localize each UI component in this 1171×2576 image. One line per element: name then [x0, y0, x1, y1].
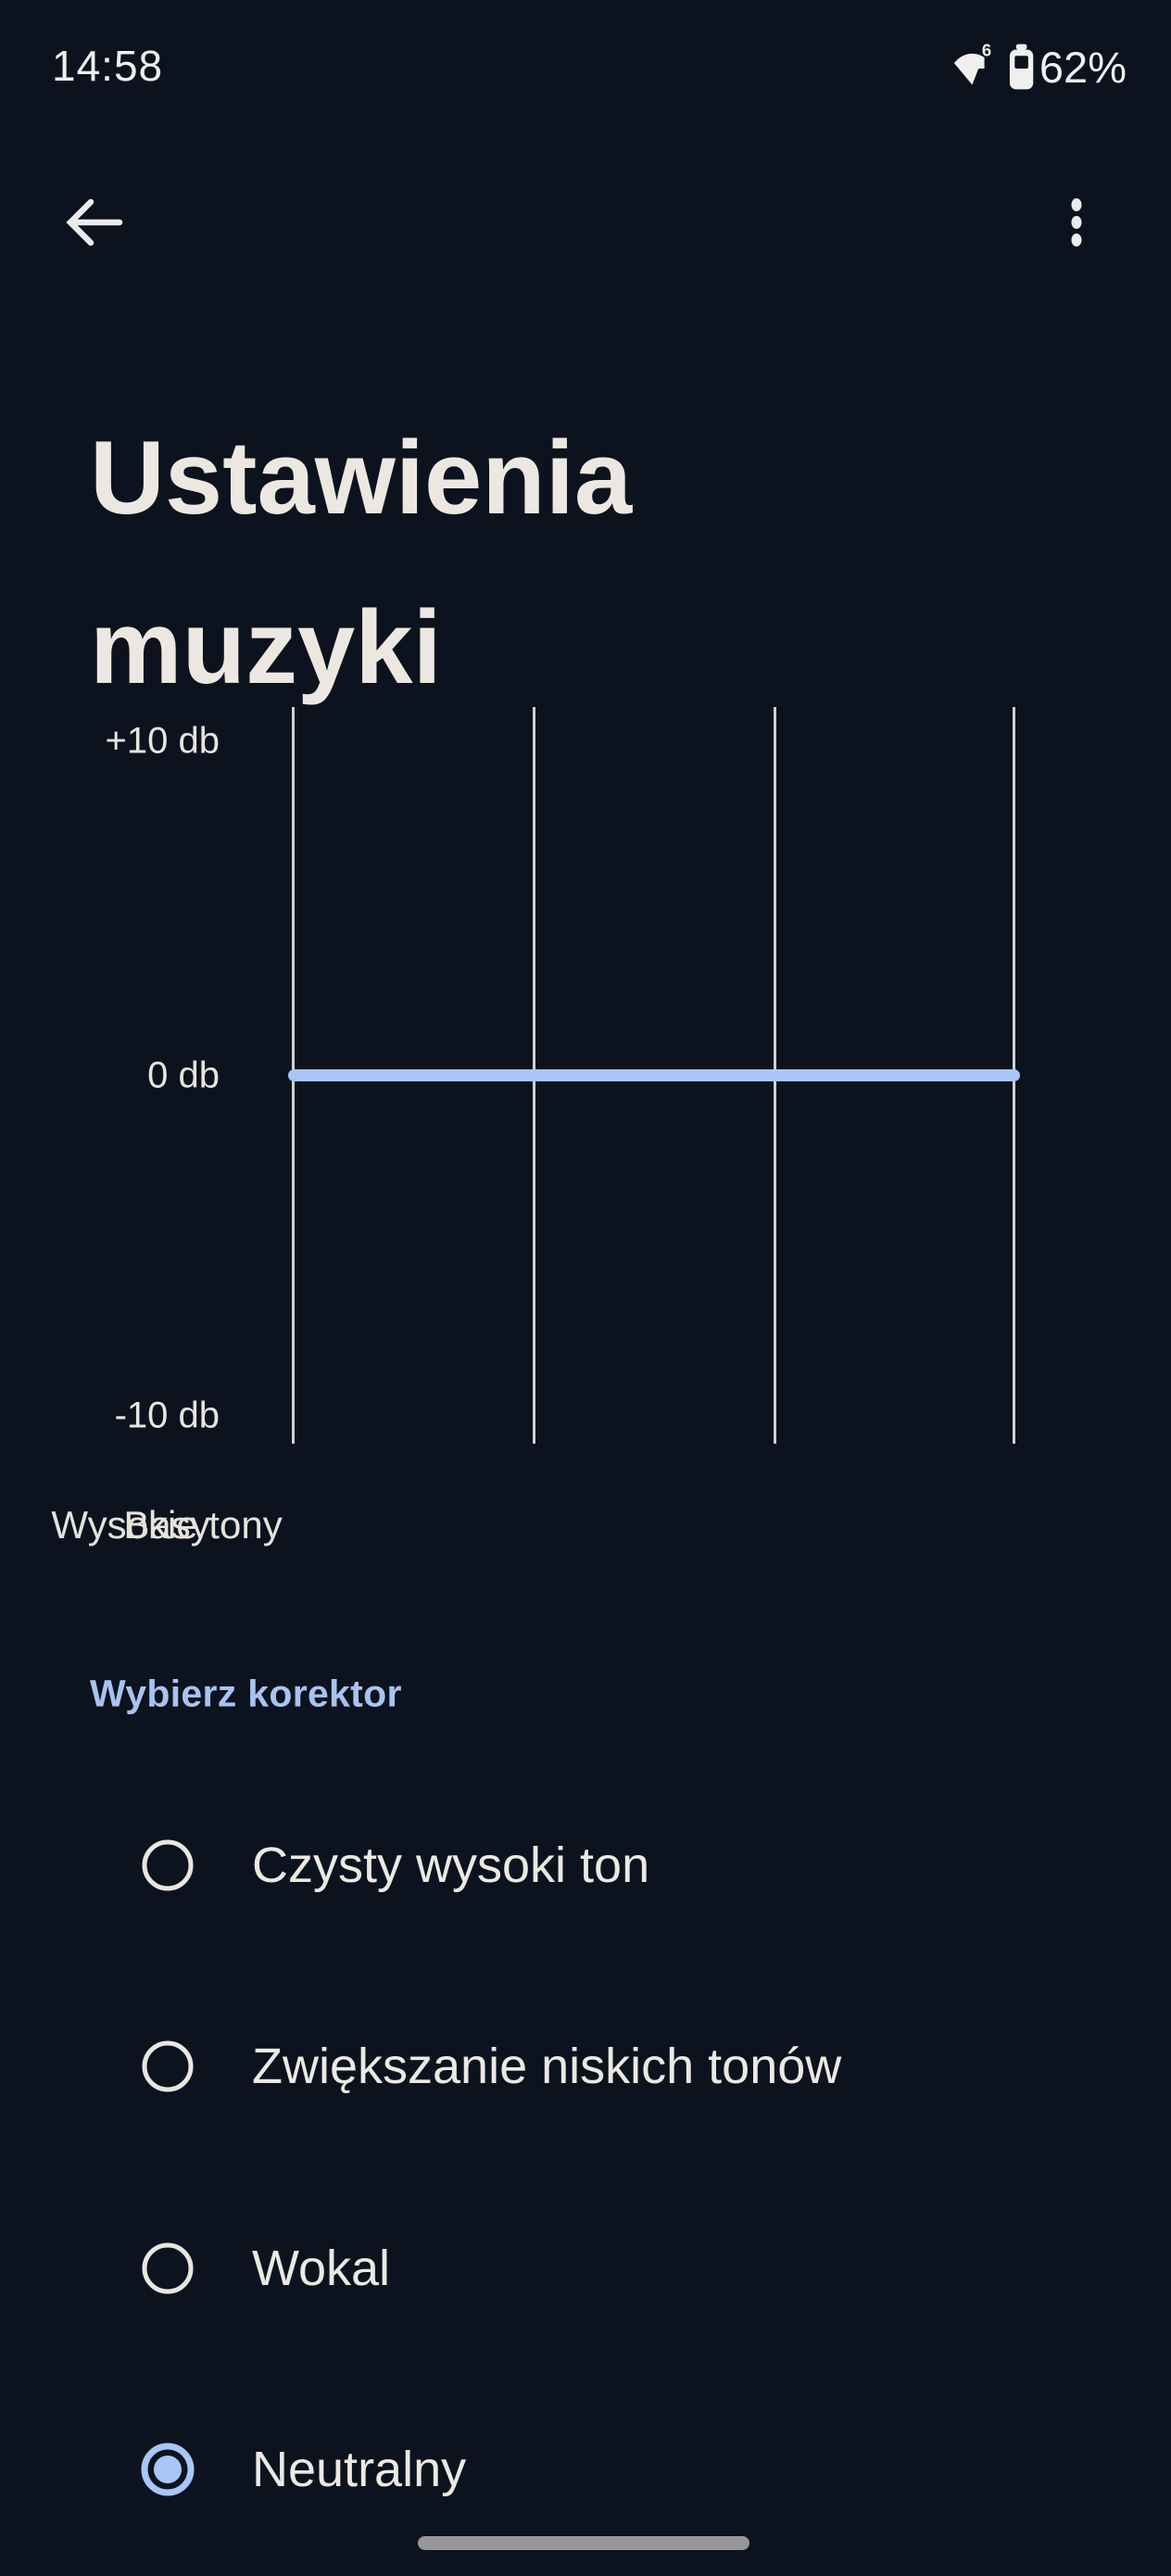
preset-option-label: Wokal — [252, 2241, 391, 2296]
preset-option-3[interactable]: Wokal — [0, 2215, 1171, 2322]
preset-option-label: Czysty wysoki ton — [252, 1837, 650, 1893]
eq-xlabel-treble: Wysokie tony — [51, 1503, 283, 1547]
more-options-button[interactable] — [1049, 183, 1104, 261]
page-title: Ustawienia muzyki — [90, 420, 633, 705]
selector-header: Wybierz korektor — [90, 1672, 402, 1715]
battery-icon — [1009, 44, 1033, 90]
back-arrow-icon — [66, 198, 123, 246]
radio-icon — [142, 1839, 194, 1891]
preset-option-label: Zwiększanie niskich tonów — [252, 2039, 842, 2094]
status-icons-cluster: 6 62% — [951, 39, 1127, 95]
radio-icon — [142, 2242, 194, 2294]
gesture-nav-handle[interactable] — [418, 2536, 749, 2550]
preset-option-2[interactable]: Zwiększanie niskich tonów — [0, 2013, 1171, 2120]
eq-ylabel-minus10: -10 db — [114, 1395, 220, 1436]
wifi-generation-badge: 6 — [982, 41, 991, 59]
radio-icon — [142, 2040, 194, 2092]
eq-xlabel-bass: Basy — [123, 1503, 210, 1547]
eq-level-line[interactable] — [288, 1069, 1020, 1081]
radio-icon — [141, 2443, 195, 2496]
status-time: 14:58 — [52, 42, 164, 90]
kebab-menu-icon — [1071, 198, 1082, 246]
back-button[interactable] — [56, 183, 133, 261]
equalizer-plot-area[interactable] — [288, 707, 1020, 1444]
wifi-icon: 6 — [953, 41, 991, 85]
battery-percent: 62% — [1039, 42, 1127, 92]
preset-option-label: Neutralny — [252, 2442, 467, 2497]
preset-option-1[interactable]: Czysty wysoki ton — [0, 1812, 1171, 1919]
preset-option-4[interactable]: Neutralny — [0, 2416, 1171, 2523]
eq-ylabel-zero: 0 db — [147, 1054, 220, 1096]
